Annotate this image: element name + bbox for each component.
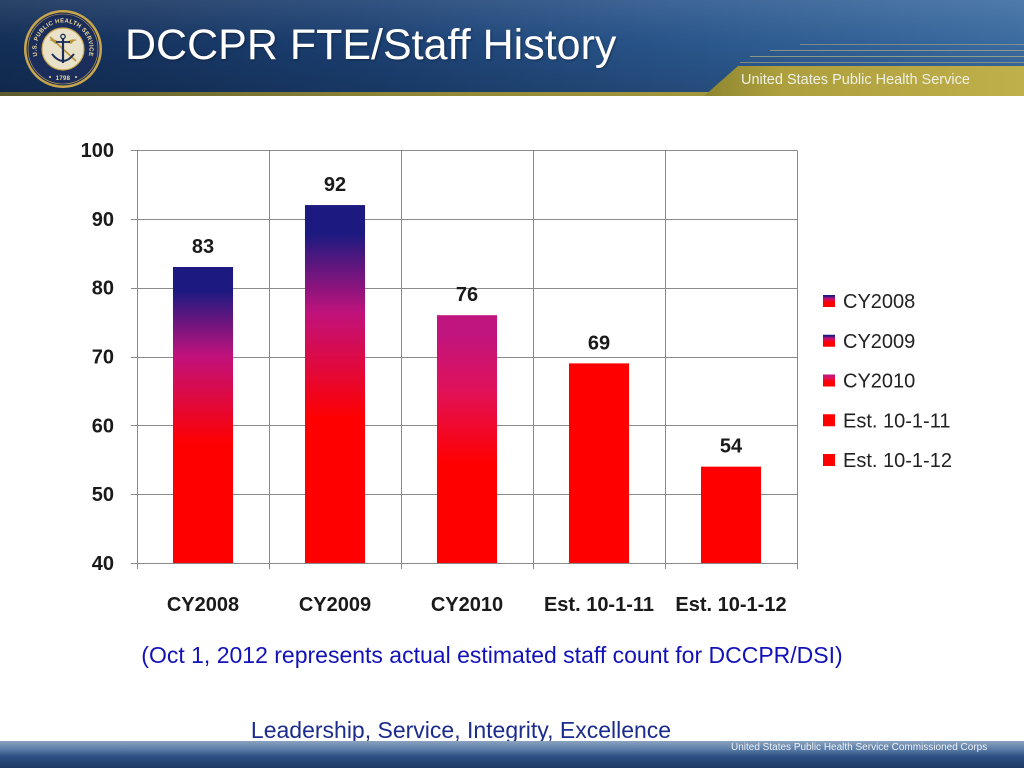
legend-swatch-est-10-1-12 [823,454,835,466]
data-label-cy2008: 83 [192,236,214,258]
bar-est-10-1-12 [700,466,762,563]
x-tick-label: Est. 10-1-11 [544,594,654,616]
y-tick-label: 40 [92,553,114,575]
legend-label-cy2010: CY2010 [843,371,915,393]
slide-title: DCCPR FTE/Staff History [125,21,617,69]
header-gold-stripe [704,66,1024,96]
bar-chart: 40 50 60 70 80 90 100 83 CY2008 92 CY2009 76 CY2010 6… [81,140,952,616]
legend-swatch-est-10-1-11 [823,414,835,427]
x-tick-label: CY2010 [431,594,503,616]
bar-cy2008 [172,267,234,563]
legend: CY2008 CY2009 CY2010 Est. 10-1-11 Est. 10-1-… [823,291,952,472]
motto-text: Leadership, Service, Integrity, Excellen… [250,717,672,743]
y-tick-label: 90 [92,209,114,231]
x-tick-label: CY2009 [299,594,371,616]
y-tick-label: 100 [81,140,114,162]
anchor-caduceus-icon [49,33,77,63]
y-tick-label: 70 [92,347,114,369]
data-label-cy2010: 76 [456,284,478,306]
bar-cy2009 [304,205,366,564]
legend-label-est-10-1-12: Est. 10-1-12 [843,450,952,472]
y-tick-label: 50 [92,484,114,506]
y-tick-label: 80 [92,278,114,300]
header-gold-rule [0,92,1024,96]
legend-label-cy2009: CY2009 [843,331,915,353]
seal-year: 1798 [56,76,71,82]
bar-est-10-1-11 [568,363,630,563]
seal-dot [75,76,77,78]
footer-banner-text: United States Public Health Service Comm… [731,742,988,753]
data-label-cy2009: 92 [324,174,346,196]
x-tick-label: Est. 10-1-12 [675,594,786,616]
data-label-est-10-1-11: 69 [588,332,610,354]
x-tick-label: CY2008 [167,594,239,616]
legend-label-est-10-1-11: Est. 10-1-11 [843,410,950,432]
bars [172,205,762,564]
header-decor-lines [740,44,1024,63]
legend-label-cy2008: CY2008 [843,291,915,313]
footer-banner [0,741,1024,768]
legend-swatch-cy2010 [823,374,835,387]
phs-seal-logo: U.S. PUBLIC HEALTH SERVICE 1798 [24,10,102,88]
org-banner-text: United States Public Health Service [741,72,970,88]
bar-cy2010 [436,315,498,563]
legend-swatch-cy2009 [823,334,835,347]
seal-dot [49,76,51,78]
data-label-est-10-1-12: 54 [720,436,743,458]
y-tick-label: 60 [92,415,114,437]
chart-caption: (Oct 1, 2012 represents actual estimated… [141,642,843,668]
legend-swatch-cy2008 [823,295,835,307]
